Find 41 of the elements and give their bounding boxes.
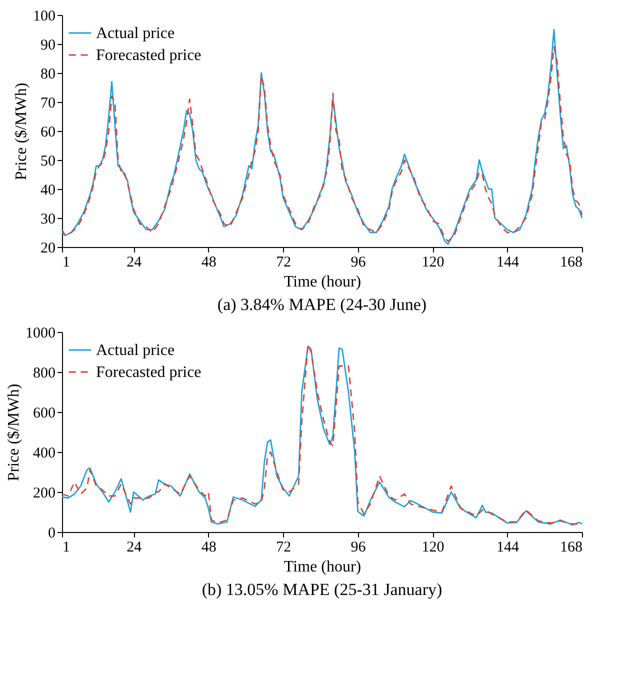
text: (b) 13.05% MAPE (25-31 January): [202, 580, 442, 599]
y-tick-label: 400: [33, 446, 56, 462]
y-tick-label: 1000: [26, 326, 56, 342]
x-axis-title: Time (hour): [284, 558, 362, 576]
y-tick-label: 40: [40, 182, 56, 198]
x-tick-label: 120: [422, 254, 444, 270]
x-tick-label: 96: [350, 540, 366, 556]
y-axis-title: Price ($/MWh): [13, 82, 30, 180]
x-tick-label: 120: [422, 540, 444, 556]
y-tick-label: 90: [40, 38, 56, 54]
y-tick-label: 60: [40, 124, 56, 140]
y-tick-label: 0: [48, 526, 56, 542]
legend-label: Forecasted price: [96, 364, 202, 381]
x-tick-label: 24: [126, 254, 142, 270]
y-tick-label: 30: [40, 212, 56, 228]
y-tick-label: 800: [33, 366, 56, 382]
x-tick-label: 48: [201, 540, 216, 556]
x-tick-label: 144: [496, 254, 520, 270]
y-tick-label: 80: [40, 66, 56, 82]
y-tick-label: 70: [40, 96, 56, 112]
legend-label: Actual price: [96, 25, 175, 42]
y-tick-label: 600: [33, 406, 56, 422]
x-tick-label: 1: [62, 254, 70, 270]
x-tick-label: 168: [560, 540, 582, 556]
x-tick-label: 1: [62, 540, 70, 556]
x-tick-label: 96: [350, 254, 366, 270]
x-tick-label: 144: [496, 540, 520, 556]
x-tick-label: 72: [276, 254, 292, 270]
text: (a) 3.84% MAPE (24-30 June): [217, 295, 427, 314]
y-tick-label: 100: [33, 8, 56, 24]
y-tick-label: 50: [40, 154, 56, 170]
legend-label: Actual price: [96, 342, 175, 359]
x-tick-label: 72: [276, 540, 292, 556]
legend-label: Forecasted price: [96, 47, 202, 64]
y-tick-label: 200: [33, 486, 56, 502]
x-tick-label: 24: [126, 540, 142, 556]
x-axis-title: Time (hour): [284, 274, 362, 290]
y-tick-label: 20: [40, 240, 56, 256]
y-axis-title: Price ($/MWh): [6, 384, 22, 482]
x-tick-label: 168: [560, 254, 582, 270]
x-tick-label: 48: [201, 254, 216, 270]
